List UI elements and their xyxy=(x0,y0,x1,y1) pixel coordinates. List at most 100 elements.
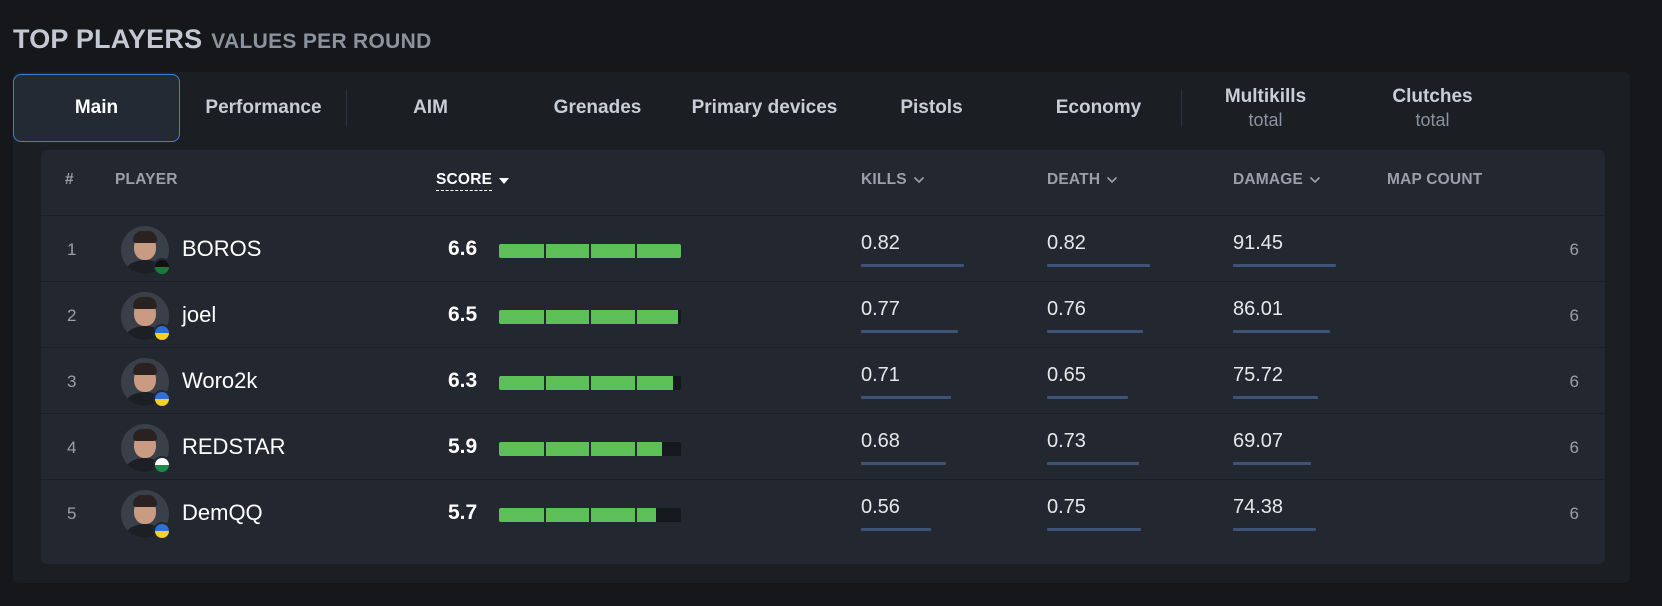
page-header: TOP PLAYERS VALUES PER ROUND xyxy=(13,24,432,55)
score-bar-divider xyxy=(635,508,637,522)
col-rank-label: # xyxy=(65,171,74,188)
tab-sublabel: total xyxy=(1248,109,1283,130)
player-kills: 0.77 xyxy=(861,298,900,320)
player-score: 6.6 xyxy=(448,237,478,260)
death-bar xyxy=(1047,462,1139,465)
player-damage: 86.01 xyxy=(1233,298,1284,320)
damage-bar xyxy=(1233,528,1316,531)
score-bar xyxy=(499,376,681,390)
player-name-link[interactable]: Woro2k xyxy=(182,368,258,393)
tab-label: Grenades xyxy=(553,97,642,118)
score-bar-fill xyxy=(499,508,657,522)
score-bar-divider xyxy=(635,310,637,324)
score-bar xyxy=(499,244,681,258)
score-bar-fill xyxy=(499,310,679,324)
country-flag-icon xyxy=(153,258,171,276)
avatar-hair xyxy=(133,297,157,309)
page-subtitle: VALUES PER ROUND xyxy=(211,30,432,53)
player-death: 0.75 xyxy=(1047,496,1086,518)
col-kills-label: KILLS xyxy=(861,171,907,188)
player-kills: 0.82 xyxy=(861,232,900,254)
player-map-count: 6 xyxy=(1569,240,1579,259)
col-maps-label: MAP COUNT xyxy=(1387,171,1483,188)
tab-multikills[interactable]: Multikills total xyxy=(1182,74,1349,142)
score-bar-divider xyxy=(635,244,637,258)
score-bar xyxy=(499,442,681,456)
player-name-link[interactable]: REDSTAR xyxy=(182,434,286,459)
kills-bar xyxy=(861,462,946,465)
damage-bar xyxy=(1233,330,1330,333)
stats-panel: Main Performance AIM Grenades Primary de… xyxy=(13,72,1630,583)
score-bar xyxy=(499,310,681,324)
tab-performance[interactable]: Performance xyxy=(180,74,347,142)
player-name-link[interactable]: DemQQ xyxy=(182,500,263,525)
player-death: 0.76 xyxy=(1047,298,1086,320)
tab-label: Pistols xyxy=(900,97,963,118)
player-death: 0.82 xyxy=(1047,232,1086,254)
chevron-down-icon xyxy=(913,176,924,184)
tab-label: AIM xyxy=(413,97,448,118)
table-row[interactable]: 3 Woro2k 6.3 0.71 0.65 75.72 6 xyxy=(41,348,1605,414)
score-bar-divider xyxy=(544,310,546,324)
col-player: PLAYER xyxy=(115,171,178,189)
country-flag-icon xyxy=(153,324,171,342)
col-score-sort[interactable]: SCORE xyxy=(436,171,510,191)
score-bar-divider xyxy=(589,376,591,390)
table-row[interactable]: 2 joel 6.5 0.77 0.76 86.01 6 xyxy=(41,282,1605,348)
table-row[interactable]: 1 BOROS 6.6 0.82 0.82 91.45 6 xyxy=(41,216,1605,282)
player-name-link[interactable]: joel xyxy=(182,302,217,327)
player-name-link[interactable]: BOROS xyxy=(182,236,262,261)
damage-bar xyxy=(1233,396,1318,399)
tab-label: Performance xyxy=(205,97,322,118)
player-score: 6.3 xyxy=(448,369,478,392)
death-bar xyxy=(1047,264,1150,267)
tab-label: Clutches xyxy=(1392,85,1473,107)
player-score: 5.9 xyxy=(448,435,478,458)
kills-bar xyxy=(861,264,964,267)
tab-label: Main xyxy=(74,97,119,118)
tab-clutches[interactable]: Clutches total xyxy=(1349,74,1516,142)
avatar-hair xyxy=(133,231,157,243)
score-bar-divider xyxy=(635,442,637,456)
table-row[interactable]: 4 REDSTAR 5.9 0.68 0.73 69.07 6 xyxy=(41,414,1605,480)
score-bar-divider xyxy=(589,244,591,258)
tab-primary-devices[interactable]: Primary devices xyxy=(681,74,848,142)
tab-sublabel: total xyxy=(1415,109,1450,130)
player-damage: 91.45 xyxy=(1233,232,1284,254)
player-rank: 5 xyxy=(67,504,77,523)
tab-aim[interactable]: AIM xyxy=(347,74,514,142)
tab-label: Primary devices xyxy=(691,97,838,118)
tab-bar: Main Performance AIM Grenades Primary de… xyxy=(13,72,1630,142)
col-kills-sort[interactable]: KILLS xyxy=(861,171,925,189)
col-death-sort[interactable]: DEATH xyxy=(1047,171,1118,189)
player-score: 5.7 xyxy=(448,501,478,524)
player-map-count: 6 xyxy=(1569,438,1579,457)
col-maps: MAP COUNT xyxy=(1387,171,1482,189)
tab-economy[interactable]: Economy xyxy=(1015,74,1182,142)
col-rank: # xyxy=(65,171,74,189)
tab-grenades[interactable]: Grenades xyxy=(514,74,681,142)
score-bar-divider xyxy=(589,310,591,324)
table-header: # PLAYER SCORE KILLS DEATH DAMAGE xyxy=(41,150,1605,216)
col-damage-sort[interactable]: DAMAGE xyxy=(1233,171,1321,189)
avatar-hair xyxy=(133,429,157,441)
country-flag-icon xyxy=(153,456,171,474)
tab-pistols[interactable]: Pistols xyxy=(848,74,1015,142)
player-damage: 74.38 xyxy=(1233,496,1284,518)
player-rank: 4 xyxy=(67,438,77,457)
score-bar-fill xyxy=(499,376,673,390)
score-bar xyxy=(499,508,681,522)
tab-divider xyxy=(346,89,347,127)
avatar-hair xyxy=(133,495,157,507)
tab-main[interactable]: Main xyxy=(13,74,180,142)
player-kills: 0.68 xyxy=(861,430,900,452)
col-damage-label: DAMAGE xyxy=(1233,171,1304,188)
score-bar-divider xyxy=(589,508,591,522)
tab-label: Economy xyxy=(1055,97,1142,118)
score-bar-divider xyxy=(544,442,546,456)
kills-bar xyxy=(861,330,958,333)
table-row[interactable]: 5 DemQQ 5.7 0.56 0.75 74.38 6 xyxy=(41,480,1605,546)
player-damage: 69.07 xyxy=(1233,430,1284,452)
player-score: 6.5 xyxy=(448,303,478,326)
kills-bar xyxy=(861,528,931,531)
